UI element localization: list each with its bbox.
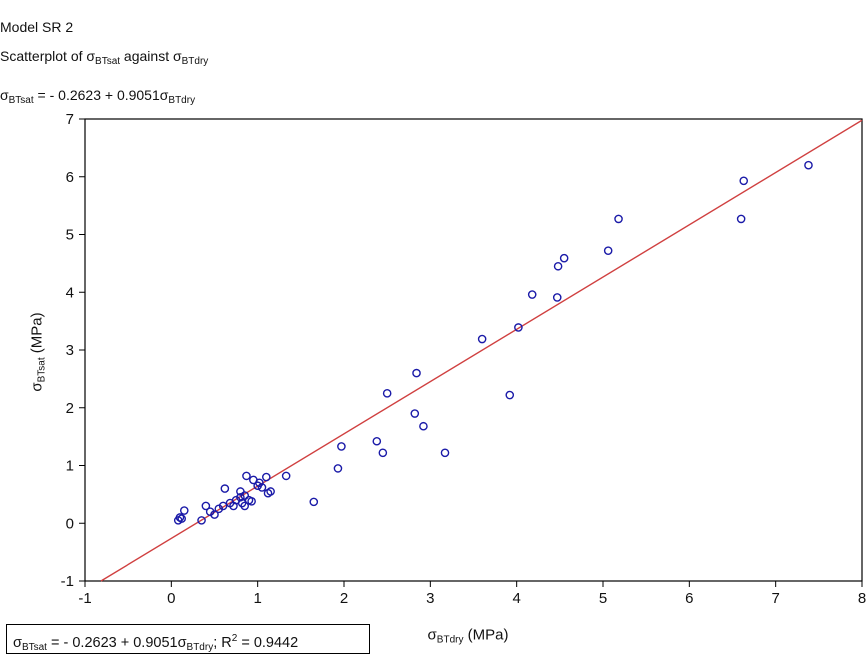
y-tick-label: 6 [66,169,74,186]
x-axis-label: σBTdry (MPa) [427,626,509,646]
y-tick-label: 2 [66,400,74,417]
data-point [514,323,523,332]
data-point [477,334,487,344]
data-point [553,261,563,271]
data-point [210,510,219,519]
y-tick-label: 3 [66,342,74,359]
x-tick-label: 7 [771,590,779,607]
x-tick-label: 0 [167,590,175,607]
data-point [440,448,450,458]
data-point [614,214,623,224]
x-tick-label: 2 [340,590,348,607]
data-point [281,471,291,481]
data-point [739,176,749,186]
data-point [552,293,562,302]
data-point [333,464,343,473]
y-axis-ticks: -1 0 1 2 3 4 5 6 7 [61,111,85,590]
data-point [242,471,251,481]
data-point [372,436,382,446]
x-axis-ticks: -1 0 1 2 3 4 5 6 7 8 [78,581,866,607]
y-axis-label: σBTsat (MPa) [28,312,48,392]
data-point [419,421,428,431]
data-point [236,492,245,502]
x-tick-label: 8 [858,590,866,607]
plot-area-frame [84,118,863,582]
data-point [175,513,185,522]
y-tick-label: -1 [61,573,74,590]
data-point [266,487,275,496]
x-tick-label: 6 [685,590,693,607]
x-tick-label: 1 [253,590,261,607]
regression-line [100,119,863,582]
chart-title: Model SR 2 [0,19,74,35]
data-point [220,484,230,493]
data-point [177,514,186,523]
y-tick-label: 5 [66,227,74,244]
data-point [337,442,346,451]
chart-subtitle: Scatterplot of σBTsat against σBTdry [0,48,209,67]
data-points [173,160,813,525]
x-tick-label: 5 [599,590,607,607]
x-tick-label: -1 [78,590,91,607]
data-point [255,478,264,488]
data-point [218,501,228,511]
data-point [179,506,189,515]
data-point [247,497,256,506]
y-tick-label: 1 [66,458,74,475]
data-point [382,389,392,398]
data-point [240,491,250,500]
data-point [804,160,813,170]
data-point [197,516,206,525]
data-point [378,448,388,458]
x-tick-label: 4 [512,590,520,607]
data-point [201,501,211,511]
data-point [261,472,271,482]
regression-equation-title: σBTsat = - 0.2623 + 0.9051σBTdry [0,87,196,106]
data-point [505,390,515,400]
y-tick-label: 7 [66,111,74,128]
data-point [257,483,267,492]
data-point [736,214,746,224]
x-tick-label: 3 [426,590,434,607]
data-point [410,409,420,418]
data-point [309,497,319,507]
data-point [603,246,613,255]
regression-legend-box: σBTsat = - 0.2623 + 0.9051σBTdry; R2 = 0… [6,624,370,654]
data-point [559,253,569,263]
data-point [527,290,537,299]
y-tick-label: 0 [66,515,74,532]
y-tick-label: 4 [66,284,74,301]
data-point [240,501,250,511]
data-point [412,368,421,378]
